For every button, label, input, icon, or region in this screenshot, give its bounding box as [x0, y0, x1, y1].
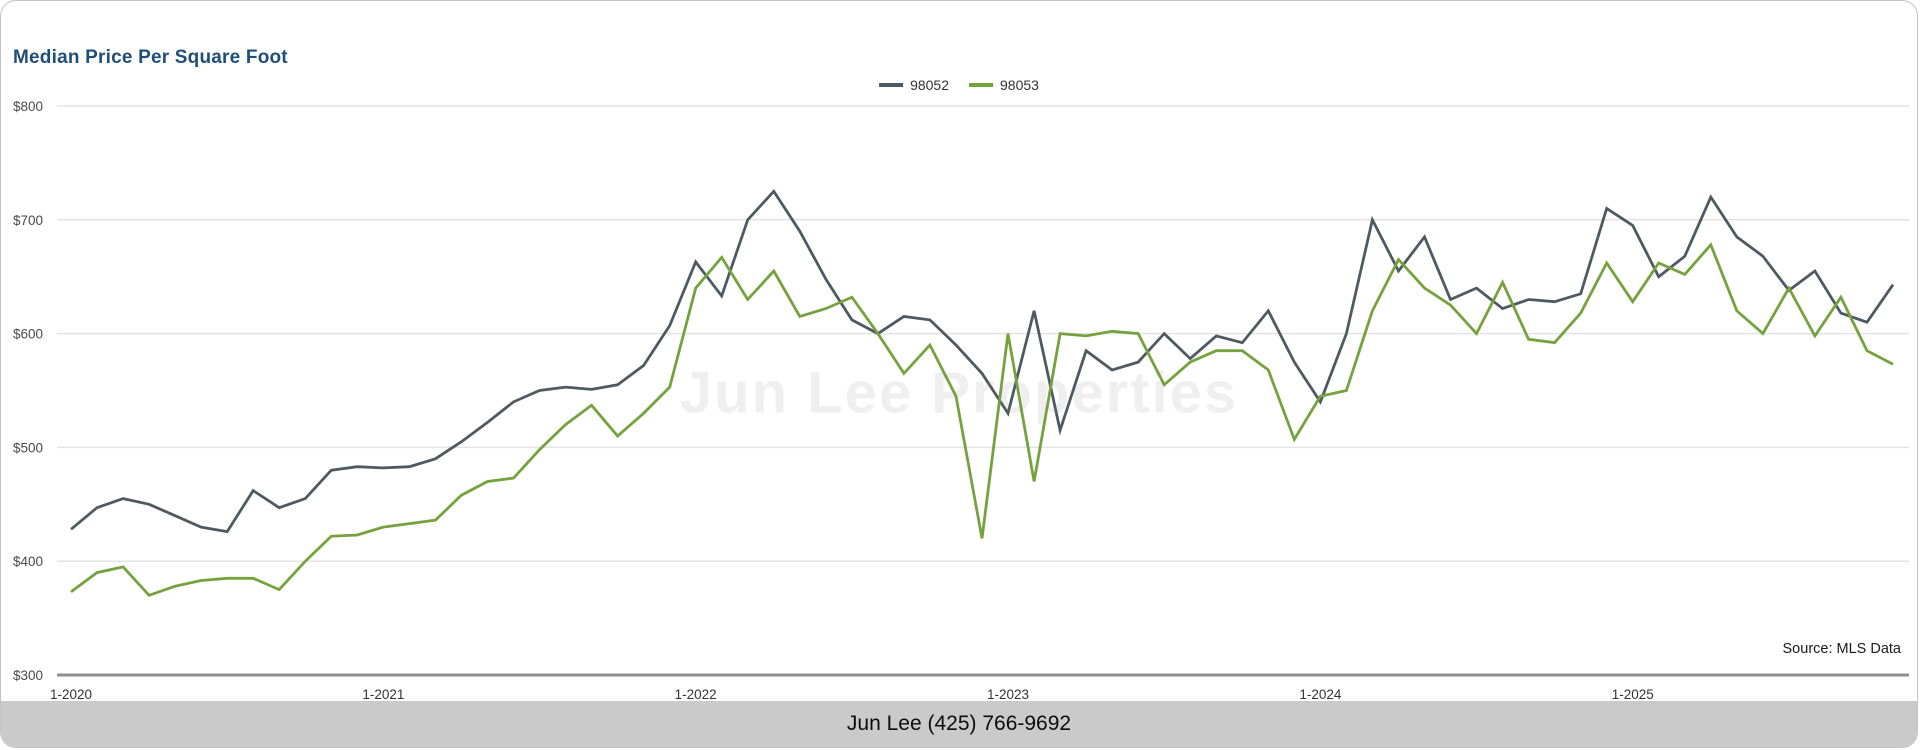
chart-legend: 98052 98053 — [879, 77, 1039, 93]
price-line-chart: $300 $400 $500 $600 $700 $800 1-2020 1-2021 1-20… — [13, 99, 1909, 702]
svg-text:$300: $300 — [13, 668, 43, 683]
footer-contact: Jun Lee (425) 766-9692 — [846, 712, 1072, 735]
svg-text:1-2020: 1-2020 — [50, 687, 92, 702]
svg-text:1-2025: 1-2025 — [1612, 687, 1654, 702]
svg-text:1-2021: 1-2021 — [362, 687, 404, 702]
legend-label-98053: 98053 — [1000, 77, 1039, 93]
svg-text:$600: $600 — [13, 327, 43, 342]
chart-title: Median Price Per Square Foot — [13, 47, 288, 68]
svg-text:1-2023: 1-2023 — [987, 687, 1029, 702]
svg-text:$400: $400 — [13, 554, 43, 569]
svg-text:$500: $500 — [13, 440, 43, 455]
legend-label-98052: 98052 — [910, 77, 949, 93]
footer-bar: Jun Lee (425) 766-9692 — [1, 701, 1917, 747]
legend-swatch-98052 — [879, 83, 904, 87]
svg-text:$800: $800 — [13, 99, 43, 114]
svg-text:1-2022: 1-2022 — [675, 687, 717, 702]
legend-swatch-98053 — [969, 83, 993, 87]
svg-text:1-2024: 1-2024 — [1299, 687, 1342, 702]
legend-item-98052: 98052 — [879, 77, 949, 93]
legend-item-98053: 98053 — [969, 77, 1039, 93]
source-note: Source: MLS Data — [1782, 641, 1901, 657]
svg-text:$700: $700 — [13, 213, 43, 228]
